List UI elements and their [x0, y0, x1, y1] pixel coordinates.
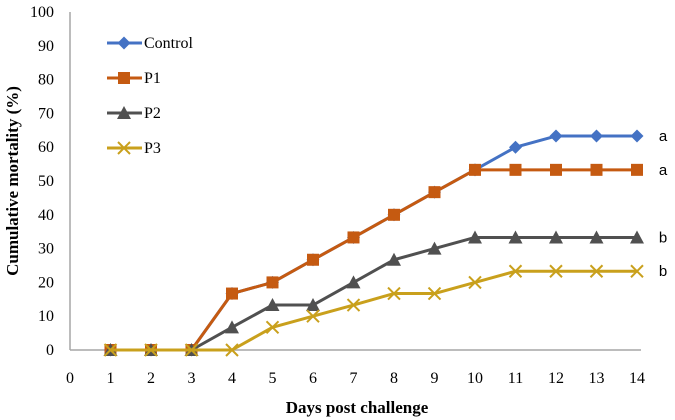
- x-tick-label: 11: [508, 370, 523, 387]
- y-tick-label: 0: [46, 342, 54, 359]
- data-point: [346, 298, 361, 312]
- legend-label: P2: [144, 105, 161, 122]
- data-point: [184, 343, 199, 357]
- data-point: [387, 286, 401, 301]
- x-tick-label: 3: [188, 370, 196, 387]
- data-point: [589, 264, 604, 278]
- y-tick-label: 90: [38, 38, 54, 55]
- y-tick-label: 60: [38, 139, 54, 156]
- data-point: [347, 231, 360, 244]
- legend-marker: [118, 72, 130, 84]
- data-point: [427, 241, 442, 255]
- legend-marker: [117, 141, 131, 155]
- series-p2: [103, 230, 644, 356]
- series-layer: [103, 129, 644, 357]
- x-tick-labels: 0 1 2 3 4 5 6 7 8 9 10 11 12 13 14: [66, 370, 645, 387]
- data-point: [266, 276, 279, 289]
- legend-label: Control: [144, 35, 193, 52]
- significance-label: b: [659, 229, 667, 246]
- x-tick-label: 12: [548, 370, 564, 387]
- data-point: [589, 230, 604, 244]
- y-tick-label: 40: [38, 207, 54, 224]
- y-tick-label: 50: [38, 173, 54, 190]
- legend-marker: [117, 36, 131, 50]
- legend-item: P3: [107, 140, 161, 157]
- y-tick-label: 70: [38, 105, 54, 122]
- data-point: [549, 230, 563, 244]
- series-line: [110, 168, 637, 352]
- y-tick-label: 80: [38, 72, 54, 89]
- data-point: [388, 208, 400, 221]
- data-point: [306, 298, 320, 312]
- legend-item: P2: [107, 105, 161, 122]
- series-line: [110, 269, 637, 352]
- y-axis-title: Cumulative mortality (%): [3, 86, 22, 276]
- data-point: [265, 298, 280, 312]
- x-tick-label: 6: [309, 370, 317, 387]
- significance-labels: aa bb: [659, 128, 668, 280]
- legend-item: P1: [107, 70, 161, 87]
- data-point: [225, 343, 239, 357]
- x-tick-label: 10: [467, 370, 483, 387]
- x-axis-title: Days post challenge: [286, 398, 429, 417]
- y-tick-label: 30: [38, 241, 54, 258]
- x-tick-label: 1: [107, 370, 115, 387]
- data-point: [508, 264, 523, 278]
- legend-marker: [117, 106, 131, 119]
- data-point: [590, 129, 603, 143]
- legend-label: P1: [144, 70, 161, 87]
- x-tick-label: 14: [629, 370, 645, 387]
- significance-label: b: [659, 263, 667, 280]
- significance-label: a: [659, 128, 668, 145]
- data-point: [549, 264, 563, 278]
- data-point: [590, 163, 603, 176]
- axes: [69, 12, 641, 351]
- data-point: [144, 343, 158, 357]
- x-tick-label: 7: [350, 370, 358, 387]
- legend-item: Control: [107, 35, 193, 52]
- data-point: [630, 264, 644, 278]
- x-tick-label: 5: [269, 370, 277, 387]
- y-tick-label: 100: [30, 4, 54, 21]
- data-point: [468, 230, 482, 244]
- series-p1: [104, 163, 643, 356]
- y-tick-label: 20: [38, 274, 54, 291]
- data-point: [103, 343, 118, 357]
- data-point: [427, 286, 442, 301]
- x-tick-label: 4: [228, 370, 236, 387]
- data-point: [630, 129, 644, 143]
- data-point: [469, 163, 481, 176]
- data-point: [306, 309, 320, 323]
- data-point: [265, 320, 280, 335]
- data-point: [508, 230, 523, 244]
- data-point: [226, 287, 238, 300]
- data-point: [509, 140, 522, 154]
- y-tick-label: 10: [38, 308, 54, 325]
- x-tick-label: 13: [589, 370, 605, 387]
- legend: Control P1 P2 P3: [107, 35, 193, 157]
- x-tick-label: 9: [431, 370, 439, 387]
- series-p3: [103, 264, 644, 357]
- x-tick-label: 2: [147, 370, 155, 387]
- data-point: [387, 252, 401, 266]
- data-point: [630, 230, 644, 244]
- data-point: [225, 320, 239, 334]
- data-point: [509, 163, 522, 176]
- data-point: [549, 129, 563, 143]
- data-point: [631, 163, 643, 176]
- data-point: [468, 275, 482, 290]
- legend-label: P3: [144, 140, 161, 157]
- series-line: [110, 235, 637, 352]
- data-point: [346, 275, 361, 289]
- y-tick-labels: 0 10 20 30 40 50 60 70 80 90 100: [30, 4, 54, 359]
- x-tick-label: 0: [66, 370, 74, 387]
- x-tick-label: 8: [390, 370, 398, 387]
- data-point: [428, 186, 441, 199]
- data-point: [550, 163, 562, 176]
- significance-label: a: [659, 162, 668, 179]
- data-point: [307, 253, 319, 266]
